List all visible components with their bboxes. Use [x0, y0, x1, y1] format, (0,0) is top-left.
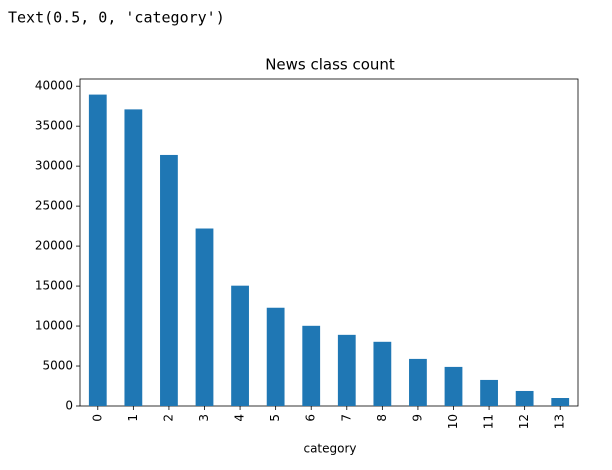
x-tick-label: 7 [339, 414, 353, 422]
bar [515, 390, 534, 406]
y-tick-label: 15000 [35, 279, 73, 293]
cell-output-text: Text(0.5, 0, 'category') [8, 9, 225, 27]
y-tick-label: 5000 [42, 359, 73, 373]
x-axis-label: category [303, 442, 356, 456]
axes-frame [79, 78, 579, 407]
x-tick-label: 3 [197, 414, 211, 422]
y-tick-label: 0 [65, 399, 73, 413]
x-tick-label: 9 [410, 414, 424, 422]
x-tick-label: 8 [375, 414, 389, 422]
x-tick-label: 6 [304, 414, 318, 422]
y-tick-label: 10000 [35, 319, 73, 333]
bar [302, 325, 321, 406]
x-tick-label: 4 [233, 414, 247, 422]
bar [444, 366, 463, 406]
bar [88, 94, 107, 407]
bar [231, 285, 249, 406]
x-tick-label: 2 [161, 414, 175, 422]
chart-title: News class count [265, 56, 395, 74]
y-tick-label: 20000 [35, 239, 73, 253]
bar [480, 379, 498, 406]
x-tick-label: 12 [517, 414, 531, 429]
y-tick-label: 25000 [35, 199, 73, 213]
bar [551, 398, 570, 406]
y-tick-label: 40000 [35, 79, 73, 93]
y-tick-label: 35000 [35, 119, 73, 133]
bar [409, 358, 427, 406]
bar [124, 109, 143, 407]
bar [373, 341, 392, 406]
bar [266, 307, 285, 406]
bar [337, 334, 356, 406]
y-tick-label: 30000 [35, 159, 73, 173]
x-tick-label: 1 [126, 414, 140, 422]
x-tick-label: 5 [268, 414, 282, 422]
x-tick-label: 11 [482, 414, 496, 429]
bar [160, 154, 178, 406]
x-tick-label: 10 [446, 414, 460, 429]
x-tick-label: 13 [553, 414, 567, 429]
bar [195, 228, 214, 406]
x-tick-label: 0 [90, 414, 104, 422]
